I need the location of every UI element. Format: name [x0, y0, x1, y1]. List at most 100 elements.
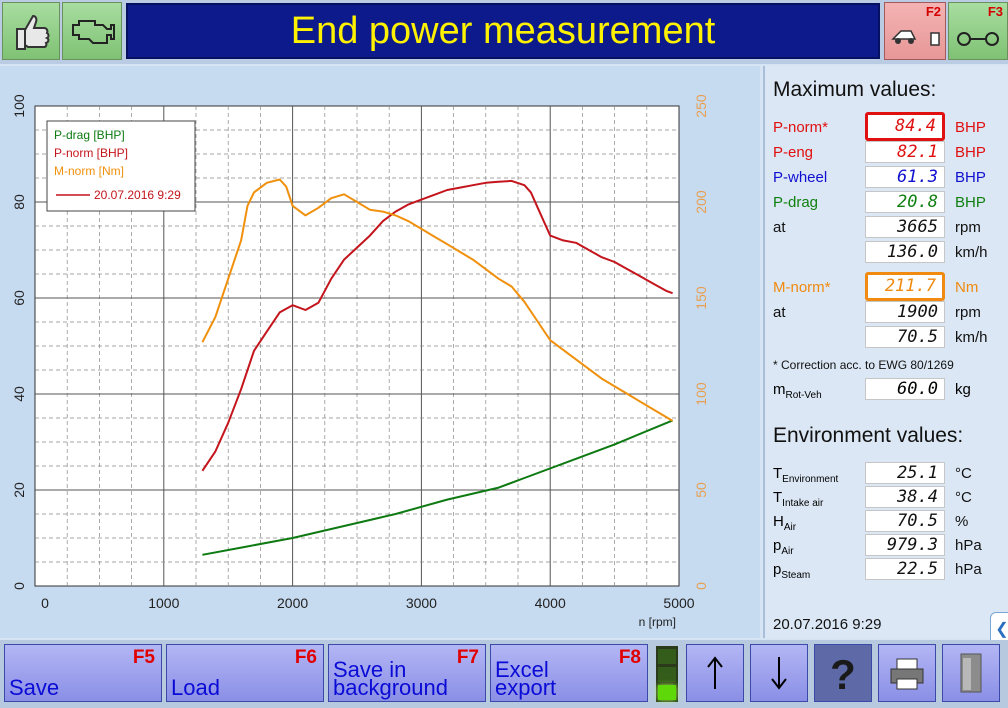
- m-norm-rpm-value: 1900: [865, 301, 945, 323]
- f3-rollers-button[interactable]: F3: [948, 2, 1008, 60]
- y-left-tick-label: 40: [11, 386, 27, 402]
- p-norm-label: P-norm*: [773, 119, 829, 136]
- m-norm-value: 211.7: [865, 272, 945, 301]
- p-drag-speed-value: 136.0: [865, 241, 945, 263]
- p-wheel-label: P-wheel: [773, 169, 828, 186]
- y-right-tick-label: 150: [693, 286, 709, 310]
- mass-unit: kg: [955, 381, 971, 398]
- y-left-tick-label: 100: [11, 94, 27, 118]
- p-steam-label: pSteam: [773, 561, 811, 581]
- legend-date: 20.07.2016 9:29: [94, 188, 181, 202]
- p-norm-line: [201, 179, 673, 472]
- y-left-tick-label: 0: [11, 582, 27, 590]
- correction-note: * Correction acc. to EWG 80/1269: [773, 358, 954, 372]
- save-in-background-label: Save in background: [333, 657, 448, 700]
- y-right-tick-label: 200: [693, 190, 709, 214]
- p-norm-row: P-norm* 84.4 BHP: [765, 112, 1008, 141]
- exit-icon: [960, 653, 982, 693]
- status-light-top: [658, 649, 676, 664]
- y-left-tick-label: 60: [11, 290, 27, 306]
- legend-m-norm: M-norm [Nm]: [54, 164, 124, 178]
- status-light: [656, 646, 678, 702]
- legend-p-drag: P-drag [BHP]: [54, 128, 125, 142]
- p-drag-rpm-label: at: [773, 219, 786, 236]
- f2-vehicle-button[interactable]: F2: [884, 2, 946, 60]
- t-environment-label: TEnvironment: [773, 465, 839, 485]
- engine-button[interactable]: [62, 2, 122, 60]
- page-title: End power measurement: [126, 3, 880, 59]
- p-drag-rpm-row: at 3665 rpm: [765, 216, 1008, 240]
- load-button[interactable]: F6 Load: [166, 644, 324, 702]
- m-norm-row: M-norm* 211.7 Nm: [765, 272, 1008, 301]
- max-values-title: Maximum values:: [773, 78, 937, 101]
- p-eng-row: P-eng 82.1 BHP: [765, 141, 1008, 165]
- x-tick-label: 1000: [148, 595, 179, 611]
- t-intake-air-label: TIntake air: [773, 489, 824, 509]
- excel-export-button[interactable]: F8 Excel export: [490, 644, 648, 702]
- t-environment-value: 25.1: [865, 462, 945, 484]
- svg-text:?: ?: [830, 651, 856, 697]
- help-button[interactable]: ?: [814, 644, 872, 702]
- p-drag-speed-row: 136.0 km/h: [765, 241, 1008, 265]
- p-air-row: pAir 979.3 hPa: [765, 534, 1008, 558]
- t-intake-air-value: 38.4: [865, 486, 945, 508]
- p-air-unit: hPa: [955, 537, 982, 554]
- thumbs-up-icon: [16, 14, 50, 50]
- p-norm-unit: BHP: [955, 119, 986, 136]
- y-right-tick-label: 100: [693, 382, 709, 406]
- approve-button[interactable]: [2, 2, 60, 60]
- p-eng-unit: BHP: [955, 144, 986, 161]
- h-air-row: HAir 70.5%: [765, 510, 1008, 534]
- save-in-background-button[interactable]: F7 Save in background: [328, 644, 486, 702]
- m-norm-rpm-row: at 1900 rpm: [765, 301, 1008, 325]
- x-tick-label: 4000: [535, 595, 566, 611]
- environment-title: Environment values:: [773, 424, 964, 447]
- scroll-down-button[interactable]: [750, 644, 808, 702]
- t-intake-air-row: TIntake air 38.4 °C: [765, 486, 1008, 510]
- save-label: Save: [9, 675, 60, 700]
- chart-panel: 0 1000 2000 3000 4000 5000 0 20 40 60 80 100 0 50 10…: [0, 66, 760, 638]
- y-right-tick-label: 0: [693, 582, 709, 590]
- p-drag-line: [202, 419, 673, 556]
- p-drag-speed-unit: km/h: [955, 244, 988, 261]
- p-air-label: pAir: [773, 537, 794, 557]
- print-button[interactable]: [878, 644, 936, 702]
- f5-key-label: F5: [132, 647, 155, 668]
- p-eng-value: 82.1: [865, 141, 945, 163]
- h-air-unit: %: [955, 513, 969, 530]
- p-drag-unit: BHP: [955, 194, 986, 211]
- m-norm-speed-value: 70.5: [865, 326, 945, 348]
- m-norm-rpm-label: at: [773, 304, 786, 321]
- x-tick-label: 2000: [277, 595, 308, 611]
- f2-key-label: F2: [925, 4, 941, 19]
- scroll-up-button[interactable]: [686, 644, 744, 702]
- x-axis-label: n [rpm]: [639, 615, 676, 629]
- printer-icon: [890, 658, 924, 690]
- t-intake-air-unit: °C: [955, 489, 972, 506]
- m-norm-speed-row: 70.5 km/h: [765, 326, 1008, 350]
- measurement-timestamp: 20.07.2016 9:29: [773, 616, 882, 633]
- f6-key-label: F6: [294, 647, 317, 668]
- p-drag-label: P-drag: [773, 194, 819, 211]
- status-light-bottom: [658, 685, 676, 700]
- vehicle-on-dyno-icon: [891, 30, 940, 46]
- exit-button[interactable]: [942, 644, 1000, 702]
- status-light-middle: [658, 667, 676, 682]
- help-icon: ?: [830, 651, 856, 697]
- f3-key-label: F3: [987, 4, 1003, 19]
- engine-icon: [72, 20, 115, 44]
- p-wheel-value: 61.3: [865, 166, 945, 188]
- arrow-down-icon: [771, 657, 787, 690]
- mass-value: 60.0: [865, 378, 945, 400]
- p-air-value: 979.3: [865, 534, 945, 556]
- p-steam-row: pSteam 22.5 hPa: [765, 558, 1008, 582]
- y-left-tick-label: 20: [11, 482, 27, 498]
- m-norm-speed-unit: km/h: [955, 329, 988, 346]
- t-environment-row: TEnvironment 25.1 °C: [765, 462, 1008, 486]
- save-button[interactable]: F5 Save: [4, 644, 162, 702]
- footer-toolbar: F5 Save F6 Load F7 Save in background F8 …: [0, 640, 1008, 708]
- mass-label: mRot-Veh: [773, 381, 822, 401]
- y-right-tick-label: 250: [693, 94, 709, 118]
- p-drag-value: 20.8: [865, 191, 945, 213]
- m-norm-label: M-norm*: [773, 279, 831, 296]
